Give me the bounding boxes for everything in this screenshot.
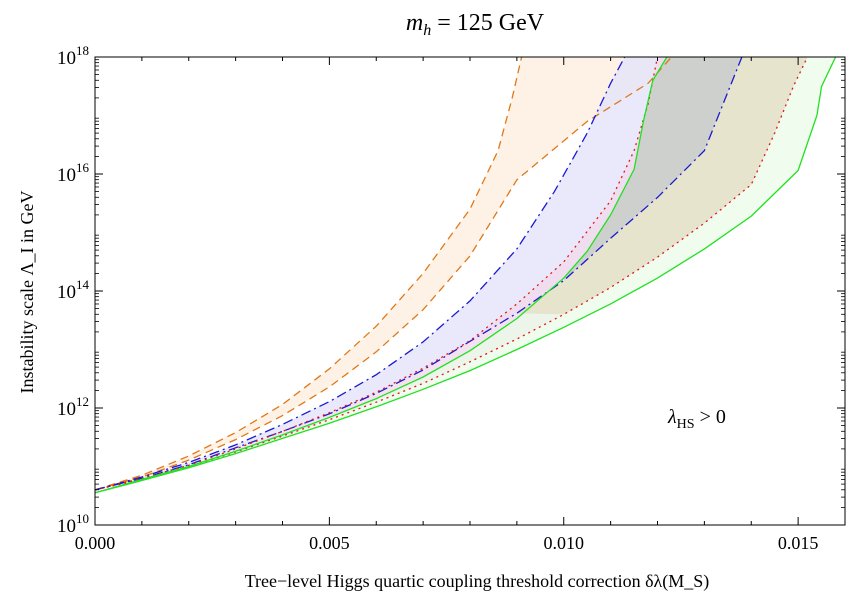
lambda-hs-annotation: λHS > 0 [667, 406, 726, 432]
band-1-upper-line [95, 57, 626, 491]
title-suffix: = 125 GeV [431, 10, 545, 36]
y-tick-label: 1016 [57, 160, 90, 186]
x-tick-label: 0.015 [778, 533, 819, 553]
band-3-lower-line [95, 57, 837, 494]
band-0-lower-line [95, 57, 673, 491]
overlap-olive-region [516, 57, 808, 315]
title-sub: h [423, 22, 431, 39]
band-2-upper-line [95, 57, 659, 491]
x-tick-label: 0.010 [544, 533, 585, 553]
title-m: m [406, 10, 423, 36]
lines-layer [95, 57, 837, 494]
y-tick-label: 1010 [57, 511, 89, 537]
band-2-fill [95, 57, 808, 490]
y-axis-label: Instability scale Λ_I in GeV [17, 190, 37, 393]
annotation-sub: HS [677, 417, 695, 432]
y-axis: 1010 1012 1014 1016 1018 [57, 43, 845, 537]
band-1-lower-line [95, 57, 743, 491]
x-tick-label: 0.000 [75, 533, 116, 553]
x-axis-label: Tree−level Higgs quartic coupling thresh… [245, 571, 710, 592]
y-tick-label: 1012 [57, 394, 89, 420]
annotation-rest: > 0 [695, 406, 726, 428]
overlap-layer [516, 57, 808, 315]
x-tick-label: 0.005 [309, 533, 350, 553]
y-tick-label: 1014 [57, 277, 90, 303]
svg-text:mh = 125 GeV: mh = 125 GeV [406, 10, 545, 39]
band-0-fill [95, 57, 672, 490]
x-axis: 0.000 0.005 0.010 0.015 [75, 57, 819, 553]
band-1-fill [95, 57, 742, 490]
band-3-upper-line [95, 57, 668, 494]
chart-title: mh = 125 GeV [406, 10, 545, 39]
overlap-gray-region [563, 57, 742, 281]
annotation-lambda: λ [667, 406, 677, 428]
y-tick-label: 1018 [57, 43, 89, 69]
band-0-upper-line [95, 57, 523, 491]
